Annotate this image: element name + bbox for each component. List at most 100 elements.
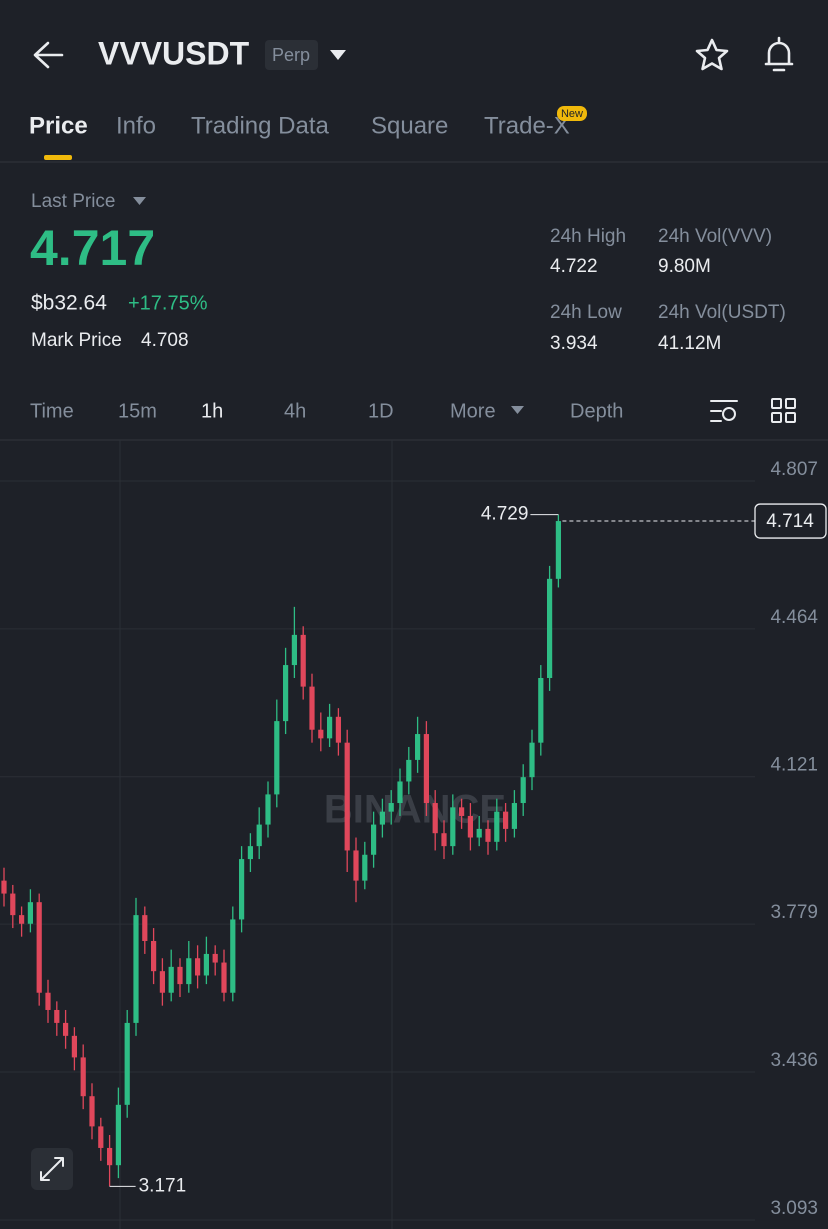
candle-body <box>485 828 491 842</box>
back-button[interactable] <box>33 41 64 69</box>
candle-body <box>71 1035 77 1058</box>
tab[interactable]: Info <box>116 112 156 139</box>
candle-body <box>133 915 139 1023</box>
perp-badge: Perp <box>272 45 310 65</box>
indicator-settings[interactable] <box>710 400 738 422</box>
candle-body <box>27 902 33 924</box>
interval[interactable]: 1h <box>201 400 223 422</box>
interval[interactable]: 4h <box>284 400 306 422</box>
candle-body <box>467 815 473 838</box>
candle-body <box>344 742 350 851</box>
candle-body <box>283 665 289 722</box>
vol-label: 24h Vol(VVV) <box>658 226 772 247</box>
tab[interactable]: Trading Data <box>191 112 330 139</box>
candle-body <box>186 958 192 985</box>
high-label: 24h High <box>550 226 626 247</box>
candle-body <box>318 729 324 739</box>
candle-body <box>423 734 429 804</box>
interval[interactable]: 1D <box>368 400 394 422</box>
candle-body <box>142 915 148 941</box>
candle-body <box>151 940 157 972</box>
candle-body <box>54 1009 60 1023</box>
last-price-label: Last Price <box>31 191 115 212</box>
candle-body <box>89 1096 95 1127</box>
candle-body <box>335 716 341 743</box>
candle-body <box>520 777 526 804</box>
candle-body <box>379 811 385 825</box>
more-dropdown[interactable] <box>511 406 524 414</box>
symbol-dropdown[interactable] <box>330 50 346 60</box>
tab[interactable]: Price <box>29 112 88 139</box>
layout-button[interactable] <box>771 398 796 423</box>
candle-body <box>459 807 465 816</box>
candle-body <box>538 677 544 743</box>
tab[interactable]: Trade-X <box>484 112 570 139</box>
candle-body <box>256 824 262 847</box>
tab-indicator <box>44 155 72 160</box>
badge-bg <box>265 40 318 70</box>
candle-body <box>1 880 7 894</box>
candle-body <box>239 859 245 920</box>
candle-body <box>432 803 438 834</box>
min-label: 3.171 <box>139 1175 187 1196</box>
candle-body <box>221 962 227 993</box>
y-tick-label: 4.807 <box>770 459 818 480</box>
candle-body <box>300 634 306 687</box>
new-badge-bg <box>557 106 587 121</box>
low-label: 24h Low <box>550 302 622 323</box>
interval[interactable]: 15m <box>118 400 157 422</box>
candle-body <box>415 734 421 760</box>
vol-usdt-value: 41.12M <box>658 333 721 354</box>
candle-body <box>168 966 174 993</box>
candle-body <box>406 759 412 782</box>
vol-value: 9.80M <box>658 256 711 277</box>
y-tick-label: 3.093 <box>770 1198 818 1219</box>
candle-body <box>203 953 209 976</box>
low-value: 3.934 <box>550 333 598 354</box>
candle-body <box>177 966 183 985</box>
candle-body <box>353 850 359 881</box>
candle-body <box>476 828 482 838</box>
candle-body <box>159 971 165 993</box>
candle-body <box>327 716 333 739</box>
last-price-box <box>754 503 827 539</box>
watermark: BINANCE <box>324 788 506 832</box>
candle-body <box>63 1022 69 1036</box>
candle-body <box>291 634 297 666</box>
alert-button[interactable] <box>764 36 794 72</box>
candle-body <box>511 803 517 829</box>
interval[interactable]: Time <box>30 400 74 422</box>
favorite-button[interactable] <box>695 38 729 71</box>
y-tick-label: 4.121 <box>770 755 818 776</box>
last-price: 4.717 <box>30 220 155 276</box>
interval[interactable]: Depth <box>570 400 623 422</box>
candle-body <box>80 1057 86 1097</box>
last-price-dropdown[interactable] <box>133 197 146 205</box>
candle-body <box>309 686 315 730</box>
candle-body <box>555 521 561 579</box>
candle-body <box>195 958 201 976</box>
candle-body <box>529 742 535 778</box>
high-value: 4.722 <box>550 256 598 277</box>
interval[interactable]: More <box>450 400 496 422</box>
candle-body <box>212 953 218 963</box>
candle-body <box>547 578 553 678</box>
mark-price-label: Mark Price <box>31 330 122 351</box>
candle-body <box>441 833 447 847</box>
candle-body <box>19 915 25 924</box>
candle-body <box>265 794 271 825</box>
price-change: +17.75% <box>128 292 208 314</box>
candle-body <box>371 824 377 855</box>
fiat-price: $b32.64 <box>31 292 107 315</box>
y-tick-label: 3.436 <box>770 1050 818 1071</box>
candle-body <box>36 902 42 993</box>
max-label: 4.729 <box>481 504 529 525</box>
fullscreen-button[interactable] <box>31 1148 73 1190</box>
candle-body <box>45 992 51 1010</box>
tab[interactable]: Square <box>371 112 448 139</box>
last-price-tag: 4.714 <box>766 511 814 532</box>
candle-body <box>397 781 403 804</box>
new-badge: New <box>561 108 583 120</box>
